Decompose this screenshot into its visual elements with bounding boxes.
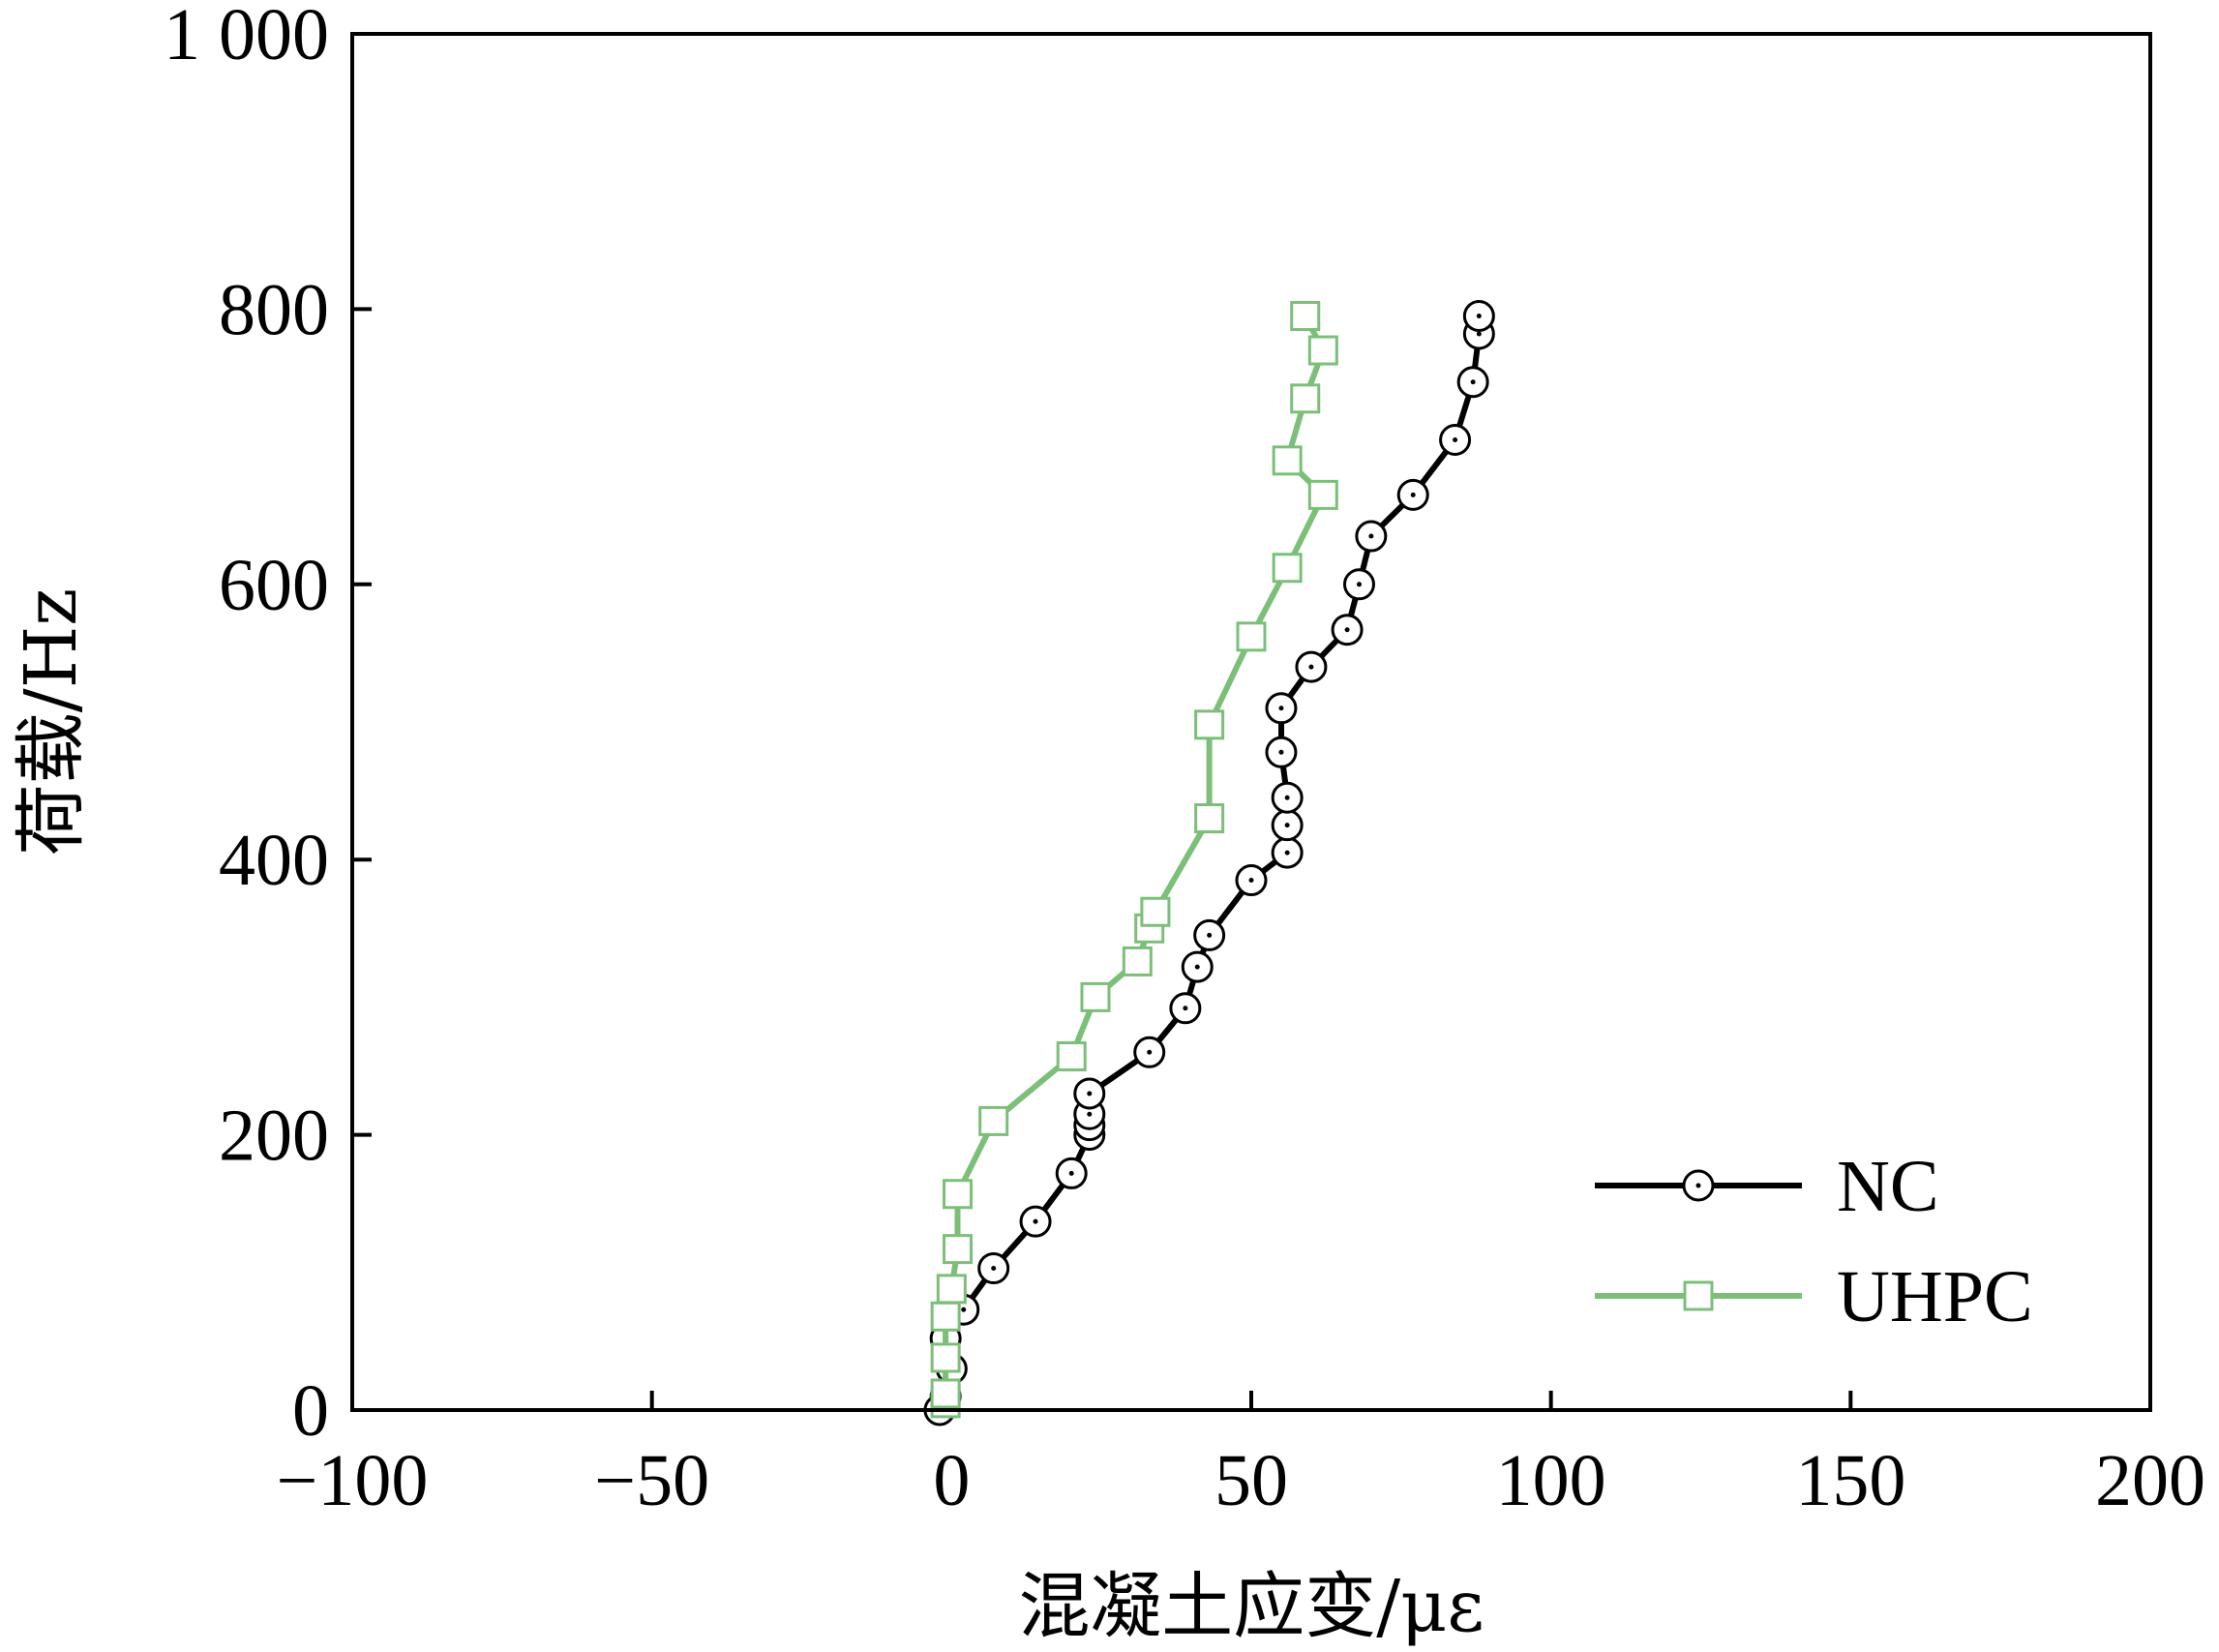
data-point-dot-nc bbox=[1147, 1049, 1153, 1055]
legend-marker-uhpc bbox=[1683, 1280, 1714, 1311]
data-point-uhpc bbox=[1307, 479, 1338, 510]
plot-frame bbox=[350, 32, 2152, 1412]
data-point-dot-nc bbox=[1284, 850, 1290, 856]
data-point-dot-nc bbox=[1284, 823, 1290, 828]
x-tick-label: −100 bbox=[277, 1440, 429, 1521]
legend-marker-nc-dot bbox=[1695, 1183, 1701, 1188]
legend-label-nc: NC bbox=[1837, 1146, 1939, 1227]
x-tick-label: −50 bbox=[594, 1440, 709, 1521]
data-point-uhpc bbox=[1290, 301, 1321, 332]
data-point-dot-nc bbox=[1207, 932, 1213, 938]
data-point-dot-nc bbox=[1068, 1170, 1074, 1176]
y-tick-label: 600 bbox=[219, 545, 329, 626]
data-point-uhpc bbox=[978, 1105, 1009, 1136]
data-point-uhpc bbox=[930, 1301, 961, 1332]
y-tick-label: 400 bbox=[219, 820, 329, 901]
data-point-dot-nc bbox=[1278, 706, 1284, 711]
data-point-uhpc bbox=[930, 1378, 961, 1409]
x-tick-label: 150 bbox=[1795, 1440, 1905, 1521]
data-point-dot-nc bbox=[1453, 436, 1458, 442]
y-tick-label: 800 bbox=[219, 269, 329, 350]
data-point-dot-nc bbox=[1033, 1218, 1038, 1224]
data-point-dot-nc bbox=[1476, 331, 1482, 337]
data-point-uhpc bbox=[943, 1179, 974, 1210]
series-nc bbox=[923, 300, 1495, 1427]
data-point-dot-nc bbox=[991, 1266, 997, 1272]
data-point-uhpc bbox=[943, 1234, 974, 1265]
data-point-dot-nc bbox=[1476, 314, 1482, 319]
y-tick-label: 0 bbox=[292, 1370, 329, 1452]
data-point-uhpc bbox=[1080, 981, 1111, 1012]
data-point-uhpc bbox=[1272, 445, 1303, 476]
data-point-dot-nc bbox=[1087, 1091, 1093, 1096]
legend-label-uhpc: UHPC bbox=[1837, 1256, 2033, 1337]
x-tick-label: 0 bbox=[933, 1440, 970, 1521]
y-axis-title: 荷载/Hz bbox=[10, 588, 93, 856]
x-tick-label: 200 bbox=[2095, 1440, 2205, 1521]
data-point-uhpc bbox=[1122, 946, 1153, 976]
series-uhpc bbox=[930, 301, 1338, 1419]
data-point-uhpc bbox=[1290, 383, 1321, 414]
data-point-dot-nc bbox=[1248, 878, 1254, 884]
labels-layer: −100 −50 0 50 100 150 200 0 200 400 600 800 1 000 bbox=[164, 0, 2205, 1521]
data-point-dot-nc bbox=[1308, 664, 1314, 670]
x-tick-label: 100 bbox=[1496, 1440, 1606, 1521]
data-point-dot-nc bbox=[1344, 627, 1350, 633]
data-point-uhpc bbox=[1236, 621, 1267, 652]
data-point-dot-nc bbox=[1470, 379, 1476, 385]
data-point-dot-nc bbox=[1183, 1006, 1188, 1011]
x-tick-label: 50 bbox=[1214, 1440, 1288, 1521]
data-point-dot-nc bbox=[961, 1307, 967, 1312]
series-layer bbox=[923, 300, 1495, 1427]
x-axis-title: 混凝土应变/με bbox=[1018, 1565, 1484, 1648]
y-tick-label: 200 bbox=[219, 1096, 329, 1177]
data-point-uhpc bbox=[936, 1274, 967, 1305]
data-point-uhpc bbox=[1194, 803, 1225, 834]
data-point-uhpc bbox=[1194, 709, 1225, 740]
data-point-dot-nc bbox=[1194, 964, 1200, 970]
data-point-dot-nc bbox=[1087, 1111, 1093, 1117]
data-point-dot-nc bbox=[1410, 492, 1416, 497]
data-point-uhpc bbox=[1272, 553, 1303, 584]
data-point-dot-nc bbox=[1278, 749, 1284, 755]
data-point-dot-nc bbox=[1356, 582, 1362, 587]
data-point-uhpc bbox=[930, 1342, 961, 1373]
data-point-uhpc bbox=[1140, 896, 1171, 927]
data-point-dot-nc bbox=[1284, 795, 1290, 800]
data-point-uhpc bbox=[1307, 335, 1338, 366]
data-point-dot-nc bbox=[1368, 533, 1374, 539]
y-tick-label: 1 000 bbox=[164, 0, 329, 75]
legend: NC UHPC bbox=[1595, 1146, 2033, 1337]
data-point-uhpc bbox=[1056, 1041, 1087, 1072]
